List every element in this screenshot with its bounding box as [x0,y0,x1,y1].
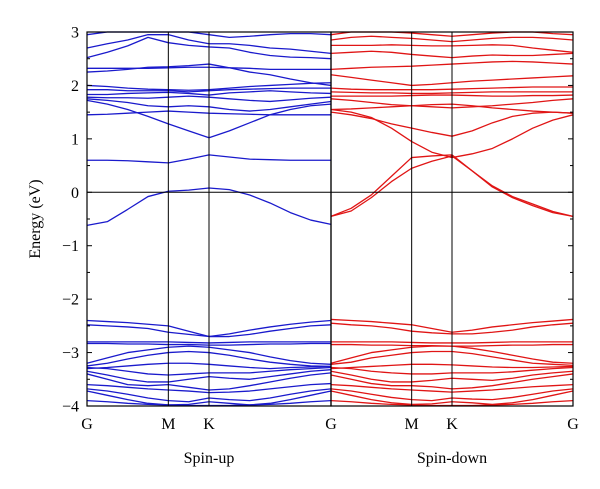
x-kpoint-label-g: G [81,416,93,433]
bands-layer [86,31,574,407]
frame-layer [86,31,574,407]
y-tick-label: 3 [71,25,79,42]
y-tick-label: −3 [62,345,79,362]
y-axis-title: Energy (eV) [27,179,44,258]
y-tick-label: −2 [62,292,79,309]
x-kpoint-label-m: M [161,416,175,433]
y-tick-label: 2 [71,78,79,95]
x-kpoint-label-m: M [405,416,419,433]
x-kpoint-label-g: G [567,416,579,433]
y-tick-label: 0 [71,185,79,202]
kpoint-lines-layer [87,32,573,406]
panel-title-spin-down: Spin-down [417,450,487,467]
panel-title-spin-up: Spin-up [184,450,235,467]
y-tick-label: −4 [62,399,79,416]
x-kpoint-label-k: K [446,416,458,433]
x-kpoint-label-g: G [325,416,337,433]
y-tick-label: −1 [62,238,79,255]
x-kpoint-label-k: K [203,416,215,433]
y-tick-label: 1 [71,131,79,148]
